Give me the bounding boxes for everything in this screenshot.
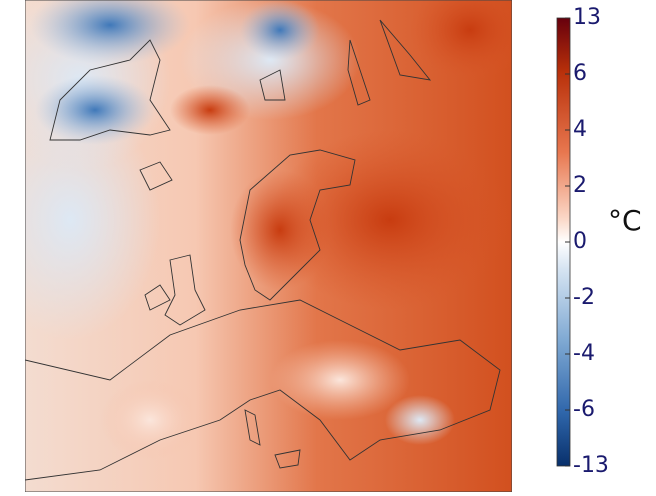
- colorbar-tick-label: 6: [573, 61, 587, 86]
- colorbar-tick-label: 0: [573, 229, 587, 254]
- colorbar-tick-label: -6: [573, 397, 595, 422]
- colorbar-ticks: 13 6 4 2 0 -2 -4 -6 -13: [565, 5, 609, 478]
- colorbar-tick-label: 4: [573, 117, 587, 142]
- colorbar-tick-label: 2: [573, 173, 587, 198]
- colorbar-unit: °C: [608, 204, 642, 237]
- map: [25, 0, 512, 492]
- colorbar-tick-label: -2: [573, 285, 595, 310]
- colorbar-tick-label: -4: [573, 341, 595, 366]
- colorbar-tick-label: -13: [573, 453, 609, 478]
- colorbar-tick-label: 13: [573, 5, 601, 30]
